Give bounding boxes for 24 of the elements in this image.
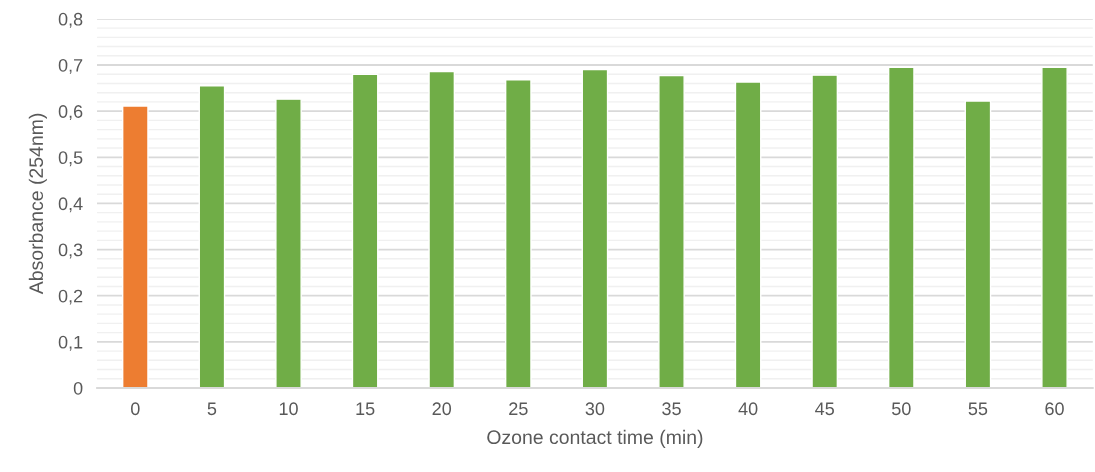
x-tick-label: 0 xyxy=(131,402,140,416)
y-tick-label: 0,2 xyxy=(58,289,83,305)
y-tick-label: 0 xyxy=(73,381,83,395)
y-axis-title: Absorbance (254nm) xyxy=(28,113,47,295)
x-tick-label: 15 xyxy=(356,402,375,416)
y-tick-label: 0,8 xyxy=(58,12,83,28)
x-tick-label: 55 xyxy=(968,402,988,416)
y-tick-label: 0,5 xyxy=(58,151,83,167)
y-tick-label: 0,4 xyxy=(58,197,83,213)
y-tick-label: 0,6 xyxy=(58,105,83,121)
x-tick-label: 35 xyxy=(662,402,681,416)
y-tick-label: 0,3 xyxy=(58,243,83,259)
y-tick-label: 0,7 xyxy=(58,58,83,74)
x-axis-title: Ozone contact time (min) xyxy=(487,429,703,448)
x-tick-label: 25 xyxy=(509,402,528,416)
x-tick-label: 40 xyxy=(738,402,758,416)
x-tick-label: 5 xyxy=(207,402,217,416)
x-tick-label: 10 xyxy=(279,402,298,416)
x-tick-label: 60 xyxy=(1045,402,1064,416)
x-tick-label: 45 xyxy=(815,402,834,416)
x-tick-label: 20 xyxy=(432,402,452,416)
y-tick-label: 0,1 xyxy=(58,335,83,351)
x-tick-label: 50 xyxy=(891,402,911,416)
x-tick-label: 30 xyxy=(585,402,605,416)
